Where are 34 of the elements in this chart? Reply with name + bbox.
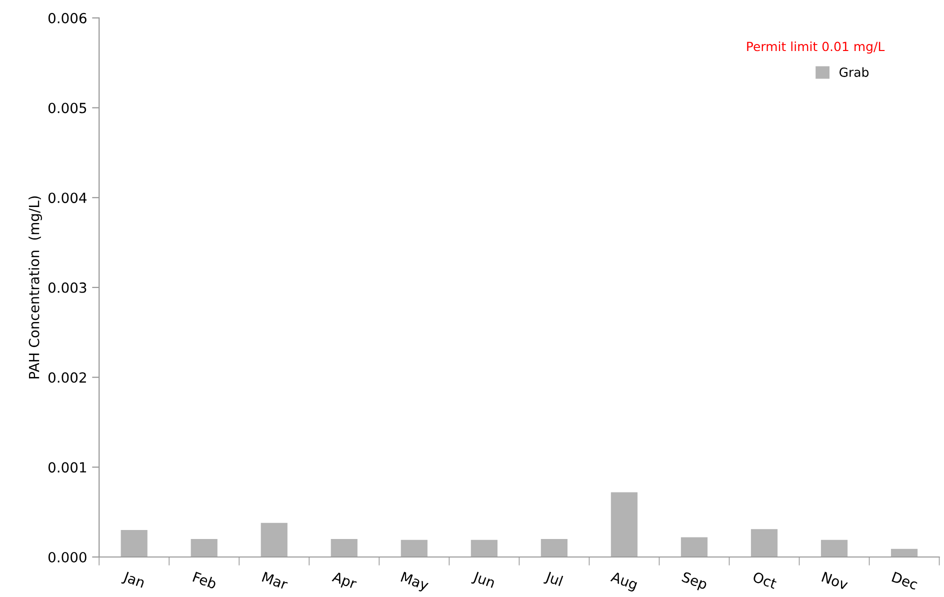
bar bbox=[330, 539, 358, 557]
bar bbox=[750, 529, 778, 557]
bar bbox=[470, 540, 498, 557]
x-tick-label: Aug bbox=[609, 571, 638, 592]
x-tick-label: Nov bbox=[821, 572, 849, 590]
x-tick-label: Dec bbox=[892, 572, 918, 590]
y-tick-label: 0.006 bbox=[48, 12, 86, 24]
y-tick-label: 0.001 bbox=[48, 462, 86, 473]
bar bbox=[540, 539, 568, 557]
bar bbox=[260, 522, 288, 557]
y-tick-label: 0.005 bbox=[48, 102, 86, 114]
y-tick-label: 0.003 bbox=[48, 282, 86, 293]
x-tick-label: May bbox=[400, 572, 430, 594]
bar bbox=[820, 540, 848, 557]
x-tick-label: Oct bbox=[752, 571, 778, 590]
bar bbox=[680, 537, 708, 557]
x-tick-label: Sep bbox=[680, 571, 708, 592]
bar bbox=[890, 548, 918, 557]
y-tick-label: 0.004 bbox=[48, 192, 87, 204]
y-tick-label: 0.000 bbox=[48, 552, 86, 562]
bar bbox=[190, 539, 218, 557]
legend-label: Grab bbox=[840, 67, 869, 77]
x-tick-label: Jun bbox=[471, 571, 496, 590]
x-tick-label: Jan bbox=[121, 571, 146, 590]
y-tick-label: 0.002 bbox=[48, 372, 86, 383]
x-tick-label: Apr bbox=[330, 571, 358, 592]
bar bbox=[610, 492, 638, 557]
x-tick-label: Mar bbox=[262, 572, 289, 590]
bar bbox=[120, 530, 148, 557]
annotation: Permit limit 0.01 mg/L bbox=[747, 42, 885, 54]
x-tick-label: Jul bbox=[543, 570, 564, 589]
x-tick-label: Feb bbox=[192, 571, 218, 590]
bar bbox=[400, 540, 428, 557]
y-axis-title: PAH Concentration (mg/L) bbox=[28, 196, 42, 378]
